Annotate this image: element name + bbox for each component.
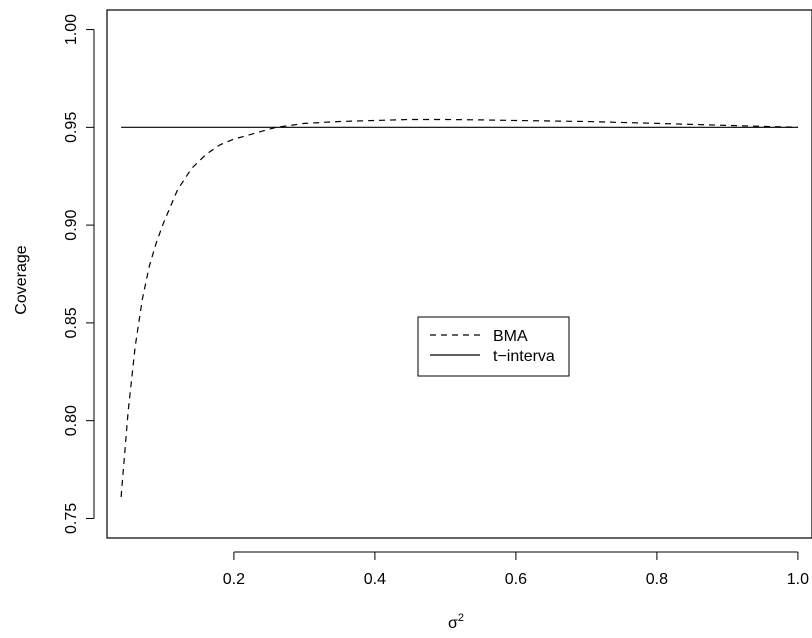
x-axis-title-base: σ	[448, 615, 458, 632]
plot-frame	[106, 9, 812, 539]
legend-box	[417, 316, 570, 377]
x-tick-label: 0.2	[223, 571, 245, 588]
y-tick-label: 0.80	[63, 405, 80, 436]
x-tick-label: 1.0	[787, 571, 809, 588]
y-tick-label: 0.85	[63, 307, 80, 338]
y-axis: 0.75 0.80 0.85 0.90 0.95 1.00	[63, 14, 95, 534]
x-axis-title-superscript: 2	[458, 612, 464, 624]
legend: BMA t−interva	[417, 316, 570, 377]
x-axis-title: σ2	[448, 612, 464, 632]
y-tick-label: 0.75	[63, 503, 80, 534]
y-tick-label: 0.95	[63, 112, 80, 143]
x-tick-label: 0.6	[505, 571, 527, 588]
series-line-0	[120, 118, 798, 497]
y-axis-title: Coverage	[13, 245, 30, 314]
x-tick-label: 0.8	[646, 571, 668, 588]
y-tick-label: 0.90	[63, 209, 80, 240]
legend-label-t-interval: t−interva	[493, 348, 555, 365]
y-tick-label: 1.00	[63, 14, 80, 45]
legend-label-bma: BMA	[493, 328, 528, 345]
series-layer	[120, 118, 798, 497]
x-axis: 0.2 0.4 0.6 0.8 1.0	[223, 551, 809, 588]
x-tick-label: 0.4	[364, 571, 386, 588]
